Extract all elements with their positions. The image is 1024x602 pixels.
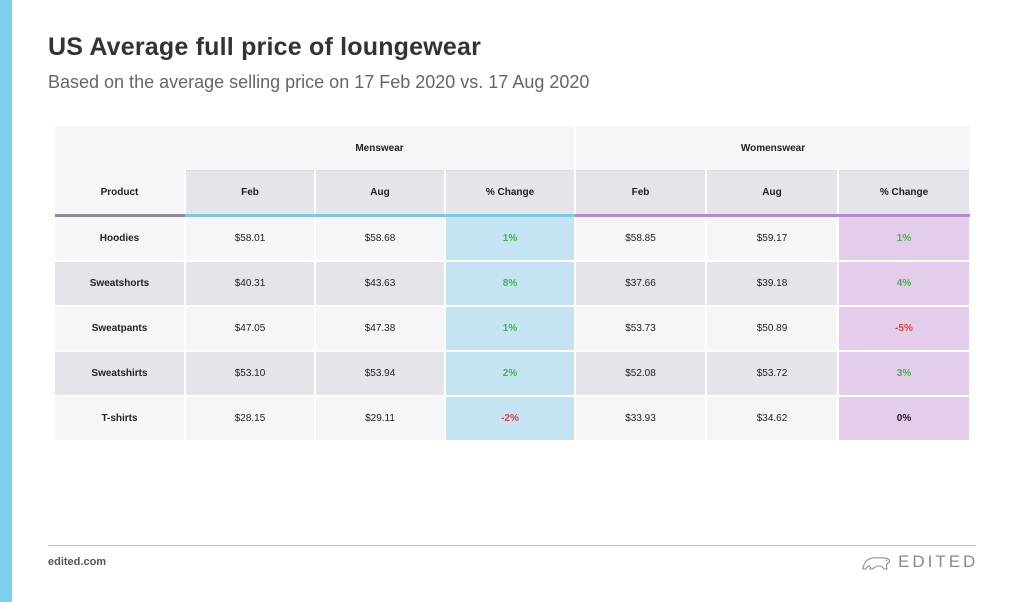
page-title: US Average full price of loungewear bbox=[48, 33, 482, 61]
column-header-men-aug: Aug bbox=[315, 170, 446, 214]
table-row: Sweatshorts $40.31 $43.63 8% $37.66 $39.18 4% bbox=[55, 261, 971, 307]
cell-men-aug: $29.11 bbox=[315, 396, 446, 442]
cell-product: Sweatpants bbox=[55, 306, 186, 352]
accent-line-womenswear bbox=[575, 214, 970, 217]
table-row: Hoodies $58.01 $58.68 1% $58.85 $59.17 1% bbox=[55, 217, 971, 262]
cell-men-change: 1% bbox=[445, 306, 576, 352]
cell-women-change: 0% bbox=[838, 396, 971, 442]
cell-women-aug: $50.89 bbox=[706, 306, 839, 352]
cell-men-feb: $58.01 bbox=[185, 217, 316, 262]
group-header-menswear: Menswear bbox=[185, 126, 576, 171]
brand-logo: EDITED bbox=[862, 552, 978, 572]
cell-men-feb: $40.31 bbox=[185, 261, 316, 307]
header-accent-row bbox=[55, 214, 970, 217]
cell-product: Hoodies bbox=[55, 217, 186, 262]
cell-men-aug: $47.38 bbox=[315, 306, 446, 352]
polar-bear-icon bbox=[862, 557, 891, 570]
brand-name: EDITED bbox=[898, 552, 979, 571]
cell-product: T-shirts bbox=[55, 396, 186, 442]
column-header-row: Product Feb Aug % Change Feb Aug % Chang… bbox=[55, 170, 971, 214]
column-header-men-feb: Feb bbox=[185, 170, 316, 214]
cell-women-feb: $58.85 bbox=[575, 217, 707, 262]
cell-women-feb: $52.08 bbox=[575, 351, 707, 397]
column-header-product: Product bbox=[55, 170, 186, 214]
table-row: Sweatpants $47.05 $47.38 1% $53.73 $50.89 -5% bbox=[55, 306, 971, 352]
footer-divider bbox=[48, 545, 976, 546]
cell-women-aug: $39.18 bbox=[706, 261, 839, 307]
price-table-grid: Menswear Womenswear Product Feb Aug % Ch… bbox=[55, 126, 971, 442]
cell-women-change: 3% bbox=[838, 351, 971, 397]
cell-women-aug: $34.62 bbox=[706, 396, 839, 442]
group-header-row: Menswear Womenswear bbox=[55, 126, 970, 171]
cell-men-aug: $58.68 bbox=[315, 217, 446, 262]
cell-men-feb: $28.15 bbox=[185, 396, 316, 442]
corner-cell bbox=[55, 126, 185, 171]
cell-men-feb: $47.05 bbox=[185, 306, 316, 352]
column-header-women-aug: Aug bbox=[706, 170, 839, 214]
cell-women-aug: $59.17 bbox=[706, 217, 839, 262]
accent-bar bbox=[0, 0, 12, 602]
accent-line-product bbox=[55, 214, 185, 217]
cell-men-change: -2% bbox=[445, 396, 576, 442]
group-header-womenswear: Womenswear bbox=[575, 126, 970, 171]
price-table: Menswear Womenswear Product Feb Aug % Ch… bbox=[55, 126, 971, 442]
cell-men-aug: $43.63 bbox=[315, 261, 446, 307]
cell-women-change: 4% bbox=[838, 261, 971, 307]
cell-product: Sweatshorts bbox=[55, 261, 186, 307]
column-header-men-change: % Change bbox=[445, 170, 576, 214]
cell-women-change: -5% bbox=[838, 306, 971, 352]
table-body: Hoodies $58.01 $58.68 1% $58.85 $59.17 1% Sweat… bbox=[55, 217, 971, 442]
cell-product: Sweatshirts bbox=[55, 351, 186, 397]
cell-men-change: 1% bbox=[445, 217, 576, 262]
cell-women-feb: $37.66 bbox=[575, 261, 707, 307]
footer-url: edited.com bbox=[48, 556, 107, 568]
column-header-women-feb: Feb bbox=[575, 170, 707, 214]
cell-women-feb: $53.73 bbox=[575, 306, 707, 352]
cell-women-change: 1% bbox=[838, 217, 971, 262]
table-row: Sweatshirts $53.10 $53.94 2% $52.08 $53.72 3% bbox=[55, 351, 971, 397]
cell-men-change: 8% bbox=[445, 261, 576, 307]
table-row: T-shirts $28.15 $29.11 -2% $33.93 $34.62 0% bbox=[55, 396, 971, 442]
cell-women-aug: $53.72 bbox=[706, 351, 839, 397]
cell-men-aug: $53.94 bbox=[315, 351, 446, 397]
page-subtitle: Based on the average selling price on 17… bbox=[48, 72, 590, 92]
column-header-women-change: % Change bbox=[838, 170, 971, 214]
cell-men-change: 2% bbox=[445, 351, 576, 397]
cell-men-feb: $53.10 bbox=[185, 351, 316, 397]
accent-line-menswear bbox=[185, 214, 575, 217]
cell-women-feb: $33.93 bbox=[575, 396, 707, 442]
